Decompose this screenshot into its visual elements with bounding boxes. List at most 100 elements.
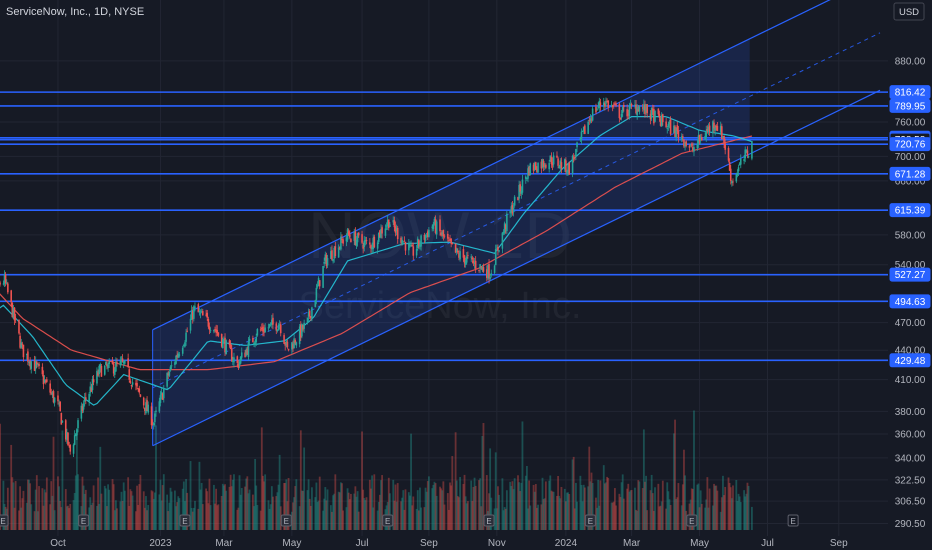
currency-badge-label[interactable]: USD [899, 7, 919, 18]
candle-body [644, 104, 646, 114]
candle-body [677, 130, 680, 138]
volume-bar [575, 482, 577, 530]
candle-body [323, 261, 325, 264]
level-label-box [889, 98, 931, 113]
volume-bar [435, 495, 438, 530]
volume-bar [72, 500, 75, 530]
volume-bar [6, 487, 9, 530]
candle-body [67, 432, 69, 445]
volume-bar [12, 482, 15, 530]
volume-bar [479, 478, 482, 530]
candle-body [550, 156, 553, 165]
earnings-marker-box[interactable] [483, 514, 495, 527]
earnings-marker[interactable]: E [179, 514, 191, 527]
horizontal-levels[interactable] [0, 91, 888, 362]
candle-body [90, 387, 93, 392]
y-tick-label: 306.50 [895, 497, 926, 508]
earnings-marker[interactable]: E [787, 514, 799, 527]
volume-bar [393, 500, 396, 530]
earnings-markers[interactable]: EEEEEEEEEE [0, 514, 799, 527]
volume-bar [29, 483, 32, 530]
volume-bar [511, 481, 514, 530]
volume-bar [431, 488, 434, 530]
candle-body [400, 237, 402, 243]
earnings-marker[interactable]: E [686, 514, 698, 527]
volume-bar [57, 476, 59, 530]
candle-body [181, 347, 184, 354]
volume-bar [138, 484, 141, 530]
candle-body [127, 358, 129, 367]
candle-body [541, 159, 544, 168]
candle-body [324, 254, 327, 261]
channel-lower-line[interactable] [152, 89, 881, 447]
earnings-marker[interactable]: E [78, 514, 90, 527]
candle-body [524, 176, 527, 179]
earnings-marker[interactable]: E [280, 514, 292, 527]
candle-body [643, 104, 645, 111]
volume-bar [542, 499, 545, 530]
volume-bar [237, 507, 240, 530]
volume-bar [283, 482, 285, 530]
candle-body [519, 184, 522, 192]
volume-bar [543, 498, 546, 530]
volume-bar [720, 497, 723, 530]
candle-body [340, 236, 342, 250]
currency-badge[interactable]: USD [893, 2, 925, 21]
earnings-marker-box[interactable] [179, 514, 191, 527]
channel-upper-line[interactable] [152, 0, 880, 331]
candle-body [699, 137, 702, 141]
candle-body [526, 177, 528, 180]
candle-body [83, 397, 86, 402]
currency-badge-box[interactable] [893, 2, 925, 21]
volume-bar [228, 486, 231, 530]
volume-bar [311, 487, 313, 530]
candle-body [482, 267, 485, 272]
earnings-marker[interactable]: E [584, 514, 596, 527]
volume-bar [161, 485, 164, 530]
volume-bar [255, 485, 258, 530]
candle-body [641, 107, 644, 109]
earnings-marker-box[interactable] [0, 514, 9, 527]
volume-bar [277, 484, 280, 530]
earnings-marker[interactable]: E [0, 514, 9, 527]
volume-bar [326, 489, 329, 530]
volume-bar [651, 493, 654, 530]
volume-bar [642, 429, 645, 530]
moving-average-fast [0, 115, 753, 406]
volume-bar [707, 507, 710, 530]
price-axis[interactable]: 880.00 760.00 700.00 660.00 580.00 540.00 470.… [895, 56, 926, 530]
candle-body [77, 420, 79, 429]
earnings-marker-box[interactable] [382, 514, 394, 527]
candle-body [510, 206, 513, 213]
earnings-marker-box[interactable] [787, 514, 799, 527]
candle-body [385, 225, 388, 227]
candle-body [107, 364, 109, 369]
earnings-marker-box[interactable] [686, 514, 698, 527]
candle-body [423, 235, 426, 240]
candle-body [18, 319, 20, 334]
candle-body [353, 232, 356, 242]
volume-bar [614, 488, 616, 530]
volume-bar [659, 505, 662, 530]
volume-bar [673, 433, 675, 530]
candle-body [325, 255, 328, 266]
candle-body [615, 103, 617, 106]
candle-body [237, 363, 240, 368]
volume-bar [558, 495, 561, 530]
earnings-marker[interactable]: E [483, 514, 495, 527]
candle-body [285, 340, 288, 346]
volume-bar [209, 505, 212, 530]
volume-bar [290, 511, 293, 530]
earnings-marker[interactable]: E [382, 514, 394, 527]
earnings-marker-box[interactable] [280, 514, 292, 527]
volume-bar [153, 492, 156, 530]
volume-bar [534, 484, 537, 530]
candle-body [322, 266, 324, 288]
earnings-marker-box[interactable] [584, 514, 596, 527]
time-axis[interactable]: AugOct2023MarMayJulSepNov2024MarMayJulSe… [0, 538, 848, 549]
candle-body [5, 282, 8, 284]
earnings-marker-box[interactable] [78, 514, 90, 527]
volume-bar [700, 503, 703, 530]
